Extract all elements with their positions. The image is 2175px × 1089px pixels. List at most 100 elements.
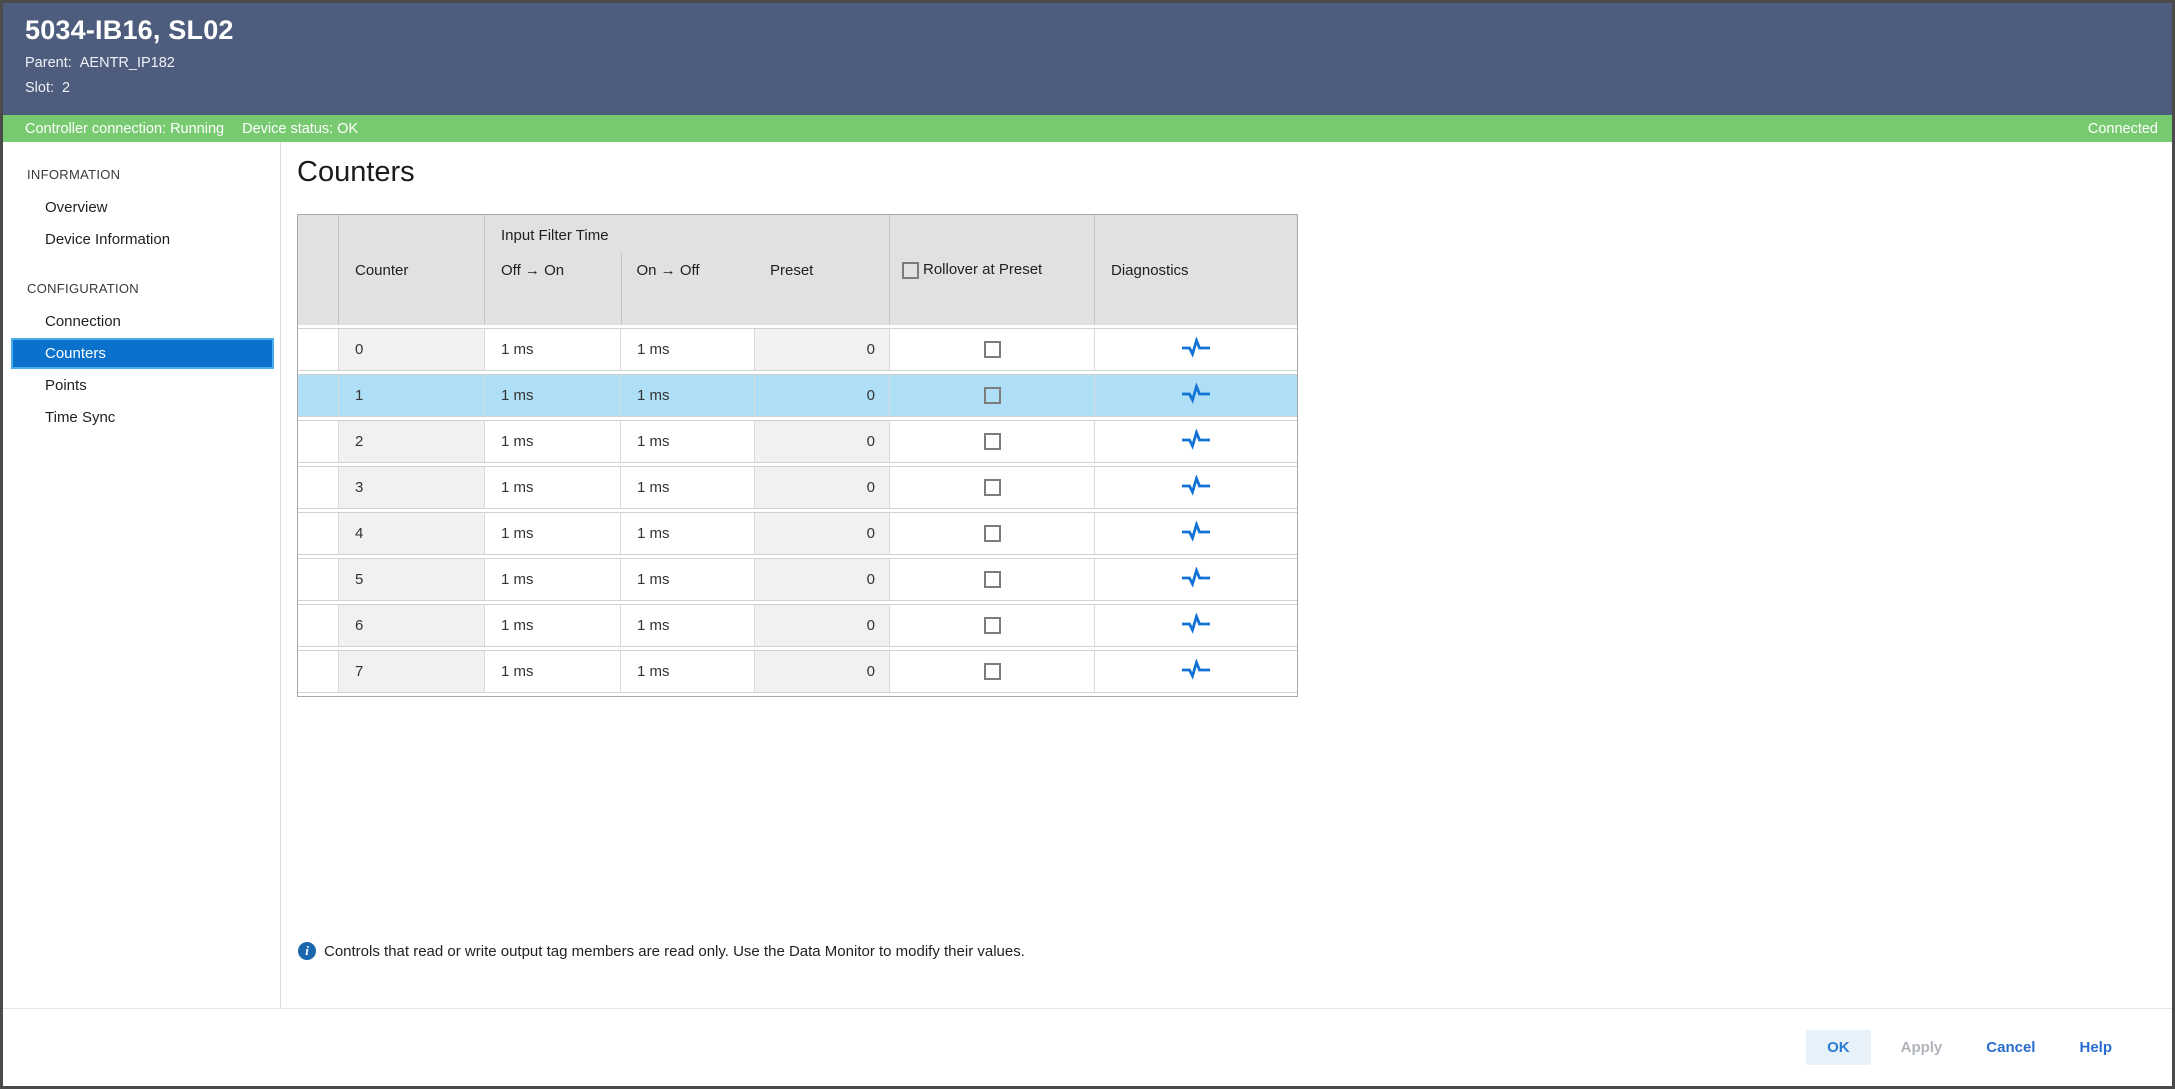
diagnostics-pulse-icon[interactable]	[1181, 659, 1211, 685]
header-input-filter-time-group: Input Filter Time Off → On On → Off	[484, 215, 754, 325]
diagnostics-pulse-icon[interactable]	[1181, 429, 1211, 455]
rollover-cell	[889, 375, 1094, 416]
on-off-cell[interactable]: 1 ms	[620, 329, 754, 370]
sidebar-item-counters[interactable]: Counters	[11, 338, 274, 369]
table-row: 7 1 ms 1 ms 0	[298, 650, 1297, 693]
on-off-cell[interactable]: 1 ms	[620, 467, 754, 508]
rollover-checkbox[interactable]	[984, 571, 1001, 588]
sidebar-item-time-sync[interactable]: Time Sync	[11, 402, 274, 433]
sidebar-item-device-information[interactable]: Device Information	[11, 224, 274, 255]
row-selector-cell[interactable]	[298, 375, 338, 416]
module-title: 5034-IB16, SL02	[25, 15, 2172, 46]
help-button[interactable]: Help	[2065, 1030, 2126, 1065]
row-selector-cell[interactable]	[298, 605, 338, 646]
off-on-cell[interactable]: 1 ms	[484, 605, 620, 646]
rollover-checkbox[interactable]	[984, 479, 1001, 496]
rollover-cell	[889, 605, 1094, 646]
header-input-filter-time: Input Filter Time	[501, 227, 609, 244]
table-header: Counter Input Filter Time Off → On On → …	[298, 215, 1297, 325]
rollover-checkbox[interactable]	[984, 341, 1001, 358]
on-off-cell[interactable]: 1 ms	[620, 559, 754, 600]
sidebar-item-overview[interactable]: Overview	[11, 192, 274, 223]
off-on-cell[interactable]: 1 ms	[484, 467, 620, 508]
rollover-cell	[889, 329, 1094, 370]
diagnostics-pulse-icon[interactable]	[1181, 521, 1211, 547]
row-selector-cell[interactable]	[298, 329, 338, 370]
preset-cell[interactable]: 0	[754, 467, 889, 508]
rollover-all-checkbox[interactable]	[902, 262, 919, 279]
diagnostics-cell	[1094, 559, 1297, 600]
off-on-cell[interactable]: 1 ms	[484, 329, 620, 370]
counter-cell: 6	[338, 605, 484, 646]
table-body: 0 1 ms 1 ms 0 1 1 ms 1 ms 0	[298, 328, 1297, 696]
info-icon: i	[298, 942, 316, 960]
parent-line: Parent:AENTR_IP182	[25, 55, 2172, 71]
diagnostics-pulse-icon[interactable]	[1181, 383, 1211, 409]
preset-cell[interactable]: 0	[754, 421, 889, 462]
preset-cell[interactable]: 0	[754, 329, 889, 370]
row-selector-cell[interactable]	[298, 467, 338, 508]
off-on-cell[interactable]: 1 ms	[484, 513, 620, 554]
table-row: 2 1 ms 1 ms 0	[298, 420, 1297, 463]
off-on-cell[interactable]: 1 ms	[484, 421, 620, 462]
connection-status: Connected	[2088, 121, 2158, 137]
rollover-checkbox[interactable]	[984, 387, 1001, 404]
diagnostics-pulse-icon[interactable]	[1181, 337, 1211, 363]
off-on-cell[interactable]: 1 ms	[484, 651, 620, 692]
cancel-button[interactable]: Cancel	[1972, 1030, 2049, 1065]
counter-cell: 2	[338, 421, 484, 462]
main-panel: Counters Counter Input Filter Time Off →…	[281, 142, 2172, 1008]
preset-cell[interactable]: 0	[754, 375, 889, 416]
on-off-cell[interactable]: 1 ms	[620, 605, 754, 646]
on-off-cell[interactable]: 1 ms	[620, 375, 754, 416]
on-off-cell[interactable]: 1 ms	[620, 651, 754, 692]
slot-label: Slot:	[25, 80, 54, 96]
status-bar: Controller connection: Running Device st…	[3, 115, 2172, 142]
preset-cell[interactable]: 0	[754, 559, 889, 600]
row-selector-cell[interactable]	[298, 651, 338, 692]
diagnostics-cell	[1094, 605, 1297, 646]
row-selector-cell[interactable]	[298, 513, 338, 554]
diagnostics-pulse-icon[interactable]	[1181, 613, 1211, 639]
table-row: 5 1 ms 1 ms 0	[298, 558, 1297, 601]
counter-cell: 4	[338, 513, 484, 554]
row-selector-cell[interactable]	[298, 559, 338, 600]
table-row: 1 1 ms 1 ms 0	[298, 374, 1297, 417]
rollover-cell	[889, 467, 1094, 508]
off-on-cell[interactable]: 1 ms	[484, 559, 620, 600]
sidebar-section-information: INFORMATION	[3, 158, 280, 191]
sidebar-item-connection[interactable]: Connection	[11, 306, 274, 337]
table-row: 0 1 ms 1 ms 0	[298, 328, 1297, 371]
window-header: 5034-IB16, SL02 Parent:AENTR_IP182 Slot:…	[3, 3, 2172, 115]
content-area: INFORMATION Overview Device Information …	[3, 142, 2172, 1008]
rollover-cell	[889, 651, 1094, 692]
device-status: Device status: OK	[242, 121, 358, 137]
on-off-cell[interactable]: 1 ms	[620, 513, 754, 554]
diagnostics-pulse-icon[interactable]	[1181, 567, 1211, 593]
rollover-checkbox[interactable]	[984, 525, 1001, 542]
on-off-cell[interactable]: 1 ms	[620, 421, 754, 462]
row-selector-cell[interactable]	[298, 421, 338, 462]
table-row: 6 1 ms 1 ms 0	[298, 604, 1297, 647]
header-counter: Counter	[338, 215, 484, 325]
off-on-cell[interactable]: 1 ms	[484, 375, 620, 416]
preset-cell[interactable]: 0	[754, 651, 889, 692]
rollover-checkbox[interactable]	[984, 663, 1001, 680]
diagnostics-cell	[1094, 467, 1297, 508]
preset-cell[interactable]: 0	[754, 605, 889, 646]
rollover-checkbox[interactable]	[984, 433, 1001, 450]
apply-button[interactable]: Apply	[1887, 1030, 1957, 1065]
read-only-note-text: Controls that read or write output tag m…	[324, 943, 1025, 960]
counter-cell: 7	[338, 651, 484, 692]
rollover-cell	[889, 513, 1094, 554]
ok-button[interactable]: OK	[1806, 1030, 1871, 1065]
sidebar-item-points[interactable]: Points	[11, 370, 274, 401]
slot-line: Slot:2	[25, 80, 2172, 96]
diagnostics-cell	[1094, 375, 1297, 416]
parent-label: Parent:	[25, 55, 72, 71]
rollover-checkbox[interactable]	[984, 617, 1001, 634]
controller-connection-status: Controller connection: Running	[25, 121, 224, 137]
preset-cell[interactable]: 0	[754, 513, 889, 554]
read-only-note: i Controls that read or write output tag…	[298, 942, 1025, 960]
diagnostics-pulse-icon[interactable]	[1181, 475, 1211, 501]
